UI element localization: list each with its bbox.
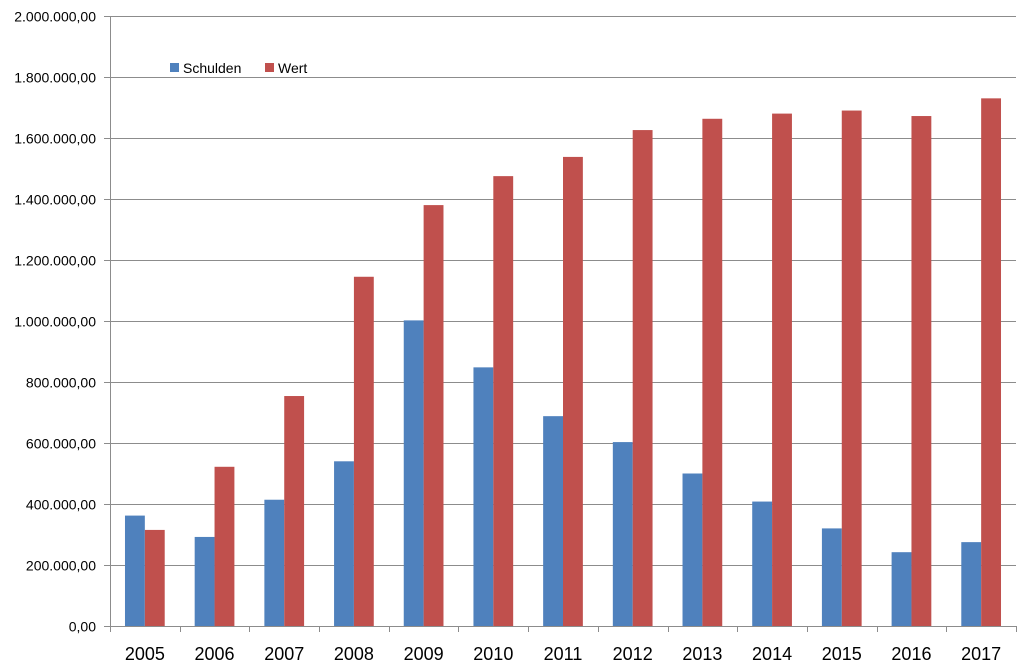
y-tick-label: 1.200.000,00 (14, 253, 96, 269)
bar-schulden-2015 (821, 528, 842, 626)
bar-schulden-2011 (543, 416, 563, 626)
bar-schulden-2014 (752, 501, 773, 626)
y-tick-label: 1.000.000,00 (14, 314, 96, 330)
x-tick-label: 2006 (195, 644, 235, 664)
x-tick-label: 2016 (891, 644, 931, 664)
bar-wert-2009 (423, 205, 444, 626)
bar-schulden-2006 (194, 536, 215, 626)
x-tick-label: 2010 (473, 644, 513, 664)
y-axis-ticks: 0,00 200.000,00 400.000,00 600.000,00 800.00… (14, 9, 110, 635)
x-tick-label: 2015 (822, 644, 862, 664)
bars (124, 98, 1002, 627)
bar-wert-2006 (214, 466, 235, 626)
y-tick-label: 600.000,00 (26, 436, 96, 452)
bar-wert-2011 (563, 156, 583, 626)
bar-wert-2016 (911, 116, 932, 626)
bar-schulden-2017 (961, 542, 982, 627)
axes (110, 16, 1016, 627)
y-tick-label: 1.800.000,00 (14, 70, 96, 86)
y-tick-label: 1.400.000,00 (14, 192, 96, 208)
bar-wert-2013 (702, 118, 723, 626)
bar-schulden-2016 (891, 552, 912, 626)
x-tick-label: 2011 (544, 644, 583, 664)
y-tick-label: 1.600.000,00 (14, 131, 96, 147)
bar-schulden-2005 (124, 515, 145, 626)
bar-wert-2007 (284, 396, 305, 626)
x-tick-label: 2017 (961, 644, 1001, 664)
bar-wert-2012 (632, 130, 653, 626)
bar-schulden-2008 (334, 461, 354, 626)
bar-schulden-2010 (473, 367, 494, 626)
y-tick-label: 800.000,00 (26, 375, 96, 391)
x-tick-label: 2008 (334, 644, 374, 664)
x-tick-label: 2013 (682, 644, 722, 664)
bar-wert-2010 (493, 176, 514, 627)
y-tick-label: 0,00 (69, 619, 96, 635)
legend: Schulden Wert (170, 60, 307, 76)
x-tick-label: 2005 (125, 644, 165, 664)
bar-wert-2014 (772, 113, 792, 627)
y-tick-label: 200.000,00 (26, 558, 96, 574)
legend-label-schulden: Schulden (183, 60, 241, 76)
legend-label-wert: Wert (278, 60, 307, 76)
bar-wert-2008 (353, 276, 374, 626)
x-tick-label: 2012 (613, 644, 653, 664)
y-tick-label: 2.000.000,00 (14, 9, 96, 25)
y-tick-label: 400.000,00 (26, 497, 96, 513)
x-tick-label: 2009 (404, 644, 444, 664)
x-axis-ticks: 2005 2006 2007 2008 2009 2010 2011 2012 2013 2014… (110, 626, 1017, 664)
bar-wert-2015 (841, 110, 862, 627)
x-tick-label: 2007 (264, 644, 304, 664)
x-tick-label: 2014 (752, 644, 792, 664)
bar-schulden-2013 (682, 473, 703, 626)
legend-swatch-wert (265, 63, 274, 72)
bar-wert-2005 (144, 529, 165, 626)
bar-schulden-2012 (612, 442, 633, 626)
bar-schulden-2009 (403, 320, 424, 626)
bar-schulden-2007 (264, 499, 285, 626)
legend-swatch-schulden (170, 63, 179, 72)
bar-wert-2017 (981, 98, 1002, 627)
